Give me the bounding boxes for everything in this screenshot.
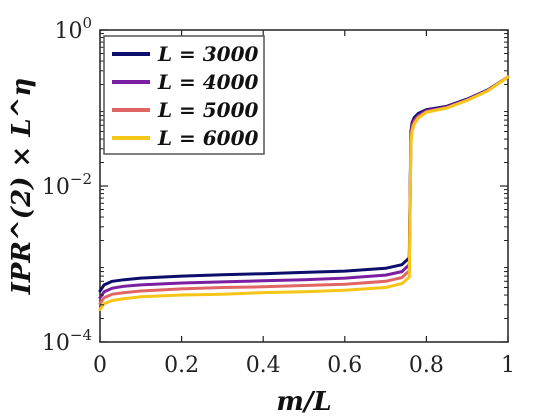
y-tick-label: 10−4 xyxy=(42,326,92,356)
x-axis-label: m/L xyxy=(276,387,331,417)
x-tick-label: 0.8 xyxy=(409,353,444,378)
legend-label: L = 3000 xyxy=(157,42,258,66)
y-tick-label: 100 xyxy=(54,14,92,44)
x-tick-label: 0.6 xyxy=(327,353,362,378)
y-axis-label: IPR^(2) × L^η xyxy=(7,78,37,296)
x-tick-label: 0.2 xyxy=(164,353,199,378)
x-tick-label: 0 xyxy=(93,353,107,378)
x-tick-label: 0.4 xyxy=(246,353,281,378)
x-tick-label: 1 xyxy=(501,353,515,378)
legend-label: L = 4000 xyxy=(157,70,258,94)
legend: L = 3000 L = 4000 L = 5000 L = 6000 xyxy=(103,35,265,155)
legend-label: L = 5000 xyxy=(157,98,258,122)
y-tick-label: 10−2 xyxy=(42,170,92,200)
legend-label: L = 6000 xyxy=(157,126,258,150)
axes-layer: 0 0.2 0.4 0.6 0.8 1 10−4 10−2 100 xyxy=(42,14,515,378)
series-line-4 xyxy=(98,75,510,312)
series-layer xyxy=(98,75,510,312)
